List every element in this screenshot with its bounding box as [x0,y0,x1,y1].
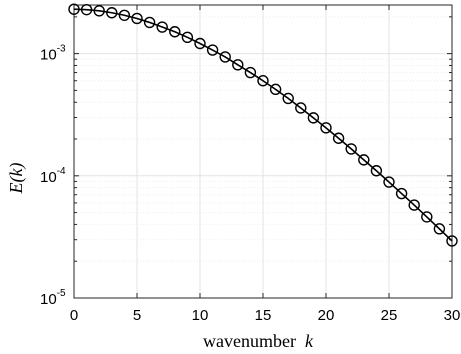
x-tick-label: 30 [444,307,461,324]
grid-layer [73,5,453,299]
x-tick-label: 5 [133,307,141,324]
data-point-marker [206,44,219,56]
data-point-marker [232,59,244,71]
data-point-marker [106,7,118,19]
data-point-marker [219,51,231,63]
data-point-marker [421,211,433,223]
data-point-marker [118,9,131,21]
axes-layer [73,4,453,299]
data-point-marker [169,26,181,38]
data-point-marker [131,12,143,25]
x-tick-label: 10 [192,307,209,324]
data-point-marker [269,83,282,96]
y-tick-label: 10-5 [40,288,66,308]
data-point-marker [93,5,105,17]
data-point-marker [194,37,206,50]
x-tick-label: 25 [381,307,398,324]
data-point-marker [395,187,408,200]
data-point-marker [282,92,294,105]
data-point-marker [433,223,446,235]
data-point-marker [295,102,307,114]
x-axis-label: wavenumber k [203,331,314,351]
data-point-marker [446,235,458,247]
series-layer [68,3,458,247]
data-point-marker [383,176,395,188]
data-point-marker [345,143,357,155]
data-point-marker [307,112,320,124]
tick-labels-layer: 0 5 10 15 20 25 30 10-5 10-4 10-3 [40,44,460,324]
data-point-marker [181,31,194,44]
data-point-marker [408,199,420,211]
data-point-marker [257,75,269,87]
data-point-marker [370,165,383,177]
x-tick-label: 15 [255,307,272,324]
series-line [73,8,453,242]
data-point-marker [68,3,80,15]
data-point-marker [320,122,332,134]
y-axis-label: E(k) [6,163,27,195]
data-point-marker [156,21,168,33]
data-point-marker [143,16,156,29]
data-point-marker [80,3,93,16]
y-tick-label: 10-4 [40,166,66,186]
x-tick-label: 0 [70,307,78,324]
x-tick-label: 20 [318,307,335,324]
data-point-marker [358,154,370,166]
y-tick-label: 10-3 [40,44,66,64]
data-point-marker [332,132,345,144]
data-point-marker [244,66,257,79]
